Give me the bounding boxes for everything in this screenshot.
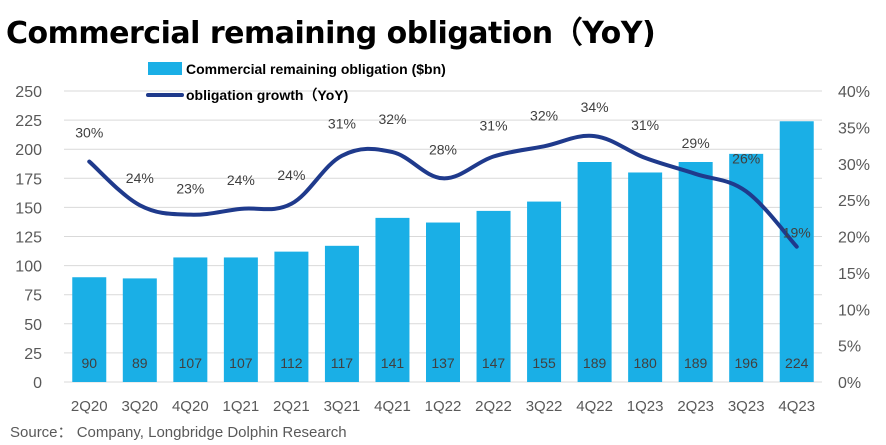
bar-series [72, 121, 814, 382]
growth-line [87, 133, 799, 249]
x-tick-label: 1Q21 [223, 398, 260, 415]
right-tick-label: 25% [838, 193, 870, 210]
left-tick-label: 150 [15, 200, 42, 217]
legend-label-line: obligation growth（YoY) [186, 87, 348, 103]
bar [426, 222, 460, 382]
right-tick-label: 40% [838, 84, 870, 101]
x-tick-label: 4Q22 [576, 398, 613, 415]
legend-swatch-bar [148, 62, 182, 75]
bar [729, 153, 764, 382]
right-tick-label: 20% [838, 230, 870, 247]
line-value-label: 24% [126, 170, 154, 186]
bar [476, 210, 511, 382]
line-data-labels: 30% 24% 23% 24% 24% 31% 32% 28% 31% 32% 34% 31% 29% 2… [75, 99, 810, 241]
bar-data-labels: 90 89 107 107 112 117 141 137 147 155 189 180 189 196… [81, 355, 808, 371]
bar [274, 251, 309, 382]
left-tick-label: 100 [15, 259, 42, 276]
line-value-label: 24% [277, 167, 305, 183]
line-value-label: 19% [783, 225, 811, 241]
bar-value-label: 141 [381, 355, 405, 371]
legend-label-bar: Commercial remaining obligation ($bn) [186, 61, 446, 77]
bar [375, 217, 410, 382]
left-tick-label: 75 [24, 288, 42, 305]
bar-value-label: 155 [532, 355, 556, 371]
bar [628, 172, 663, 382]
x-tick-label: 3Q22 [526, 398, 563, 415]
x-tick-label: 1Q23 [627, 398, 664, 415]
left-tick-label: 225 [15, 113, 42, 130]
right-axis: 0% 5% 10% 15% 20% 25% 30% 35% 40% [838, 84, 870, 392]
x-tick-label: 4Q23 [778, 398, 815, 415]
line-value-label: 29% [682, 135, 710, 151]
line-value-label: 28% [429, 141, 457, 157]
right-tick-label: 35% [838, 120, 870, 137]
x-tick-label: 3Q21 [324, 398, 361, 415]
x-tick-label: 4Q20 [172, 398, 209, 415]
bar [527, 201, 562, 382]
bar-value-label: 180 [633, 355, 657, 371]
x-tick-label: 2Q20 [71, 398, 108, 415]
bar [577, 162, 612, 382]
left-tick-label: 200 [15, 142, 42, 159]
left-tick-label: 175 [15, 171, 42, 188]
line-value-label: 31% [328, 116, 356, 132]
legend: Commercial remaining obligation ($bn) obl… [146, 61, 446, 103]
line-value-label: 31% [631, 117, 659, 133]
bar-value-label: 107 [229, 355, 253, 371]
left-tick-label: 25 [24, 346, 42, 363]
x-tick-label: 4Q21 [374, 398, 411, 415]
line-value-label: 32% [530, 107, 558, 123]
right-tick-label: 30% [838, 157, 870, 174]
right-tick-label: 15% [838, 266, 870, 283]
bar-value-label: 196 [735, 355, 759, 371]
x-tick-label: 2Q23 [677, 398, 714, 415]
line-series [87, 133, 799, 249]
bar-value-label: 89 [132, 355, 148, 371]
bar-value-label: 224 [785, 355, 809, 371]
bar-value-label: 90 [81, 355, 97, 371]
left-axis: 0 25 50 75 100 125 150 175 200 225 250 [15, 84, 42, 392]
line-value-label: 31% [480, 117, 508, 133]
line-value-label: 34% [581, 99, 609, 115]
bar [173, 257, 208, 382]
bar-value-label: 112 [280, 355, 303, 371]
bar-value-label: 117 [331, 355, 354, 371]
bar-value-label: 137 [431, 355, 455, 371]
right-tick-label: 0% [838, 375, 861, 392]
x-axis: 2Q20 3Q20 4Q20 1Q21 2Q21 3Q21 4Q21 1Q22 2Q22 3Q22… [71, 398, 815, 415]
right-tick-label: 5% [838, 339, 861, 356]
bar [324, 245, 359, 382]
left-tick-label: 250 [15, 84, 42, 101]
x-tick-label: 2Q21 [273, 398, 310, 415]
bar [72, 277, 107, 382]
x-tick-label: 3Q20 [121, 398, 158, 415]
left-tick-label: 50 [24, 317, 42, 334]
bar [779, 121, 814, 382]
chart-title: Commercial remaining obligation（YoY) [6, 16, 656, 51]
line-value-label: 26% [732, 150, 760, 166]
x-tick-label: 2Q22 [475, 398, 512, 415]
x-tick-label: 1Q22 [425, 398, 462, 415]
right-tick-label: 10% [838, 302, 870, 319]
bar-value-label: 147 [482, 355, 506, 371]
source-note: Source： Company, Longbridge Dolphin Rese… [10, 424, 347, 441]
left-tick-label: 0 [33, 375, 42, 392]
bar-value-label: 107 [179, 355, 203, 371]
line-value-label: 30% [75, 125, 103, 141]
bar [122, 278, 157, 382]
line-value-label: 23% [176, 181, 204, 197]
line-value-label: 32% [378, 111, 406, 127]
bar-value-label: 189 [684, 355, 708, 371]
bar [223, 257, 258, 382]
x-tick-label: 3Q23 [728, 398, 765, 415]
bar-value-label: 189 [583, 355, 607, 371]
bar [678, 162, 713, 382]
line-value-label: 24% [227, 172, 255, 188]
left-tick-label: 125 [15, 230, 42, 247]
